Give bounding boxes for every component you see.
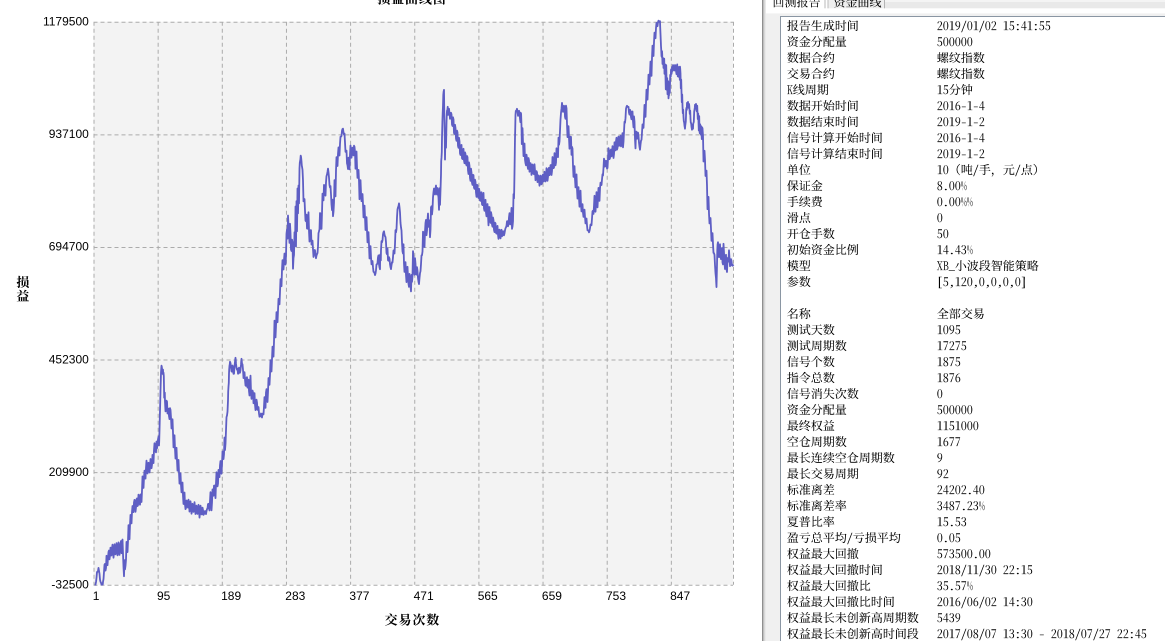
- svg-text:753: 753: [606, 589, 626, 603]
- svg-text:471: 471: [414, 589, 434, 603]
- svg-text:659: 659: [542, 589, 562, 603]
- svg-text:-32500: -32500: [51, 578, 89, 592]
- svg-text:847: 847: [670, 589, 690, 603]
- svg-text:209900: 209900: [49, 465, 89, 479]
- svg-text:565: 565: [478, 589, 498, 603]
- svg-text:283: 283: [285, 589, 305, 603]
- svg-text:937100: 937100: [49, 127, 89, 141]
- svg-text:1179500: 1179500: [43, 15, 89, 29]
- svg-text:189: 189: [221, 589, 241, 603]
- svg-text:452300: 452300: [49, 352, 89, 366]
- svg-text:694700: 694700: [49, 240, 89, 254]
- svg-text:95: 95: [157, 589, 171, 603]
- svg-text:377: 377: [349, 589, 369, 603]
- svg-text:1: 1: [93, 589, 100, 603]
